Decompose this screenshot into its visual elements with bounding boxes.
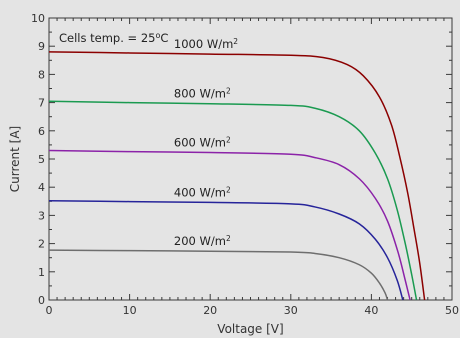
y-tick-label: 1 — [38, 266, 45, 279]
curve-label-2: 800 W/m2 — [174, 86, 231, 101]
x-axis-title: Voltage [V] — [217, 322, 283, 336]
plot-area — [48, 17, 453, 301]
y-tick-label: 2 — [38, 238, 45, 251]
x-tick-label: 20 — [203, 304, 217, 317]
x-tick-label: 0 — [46, 304, 53, 317]
cells-temp-annotation: Cells temp. = 25oC — [59, 31, 168, 46]
curve-label-4: 400 W/m2 — [174, 185, 231, 200]
x-tick-label: 40 — [364, 304, 378, 317]
curve-line-2 — [48, 100, 418, 301]
y-tick-label: 9 — [38, 40, 45, 53]
y-tick-label: 3 — [38, 209, 45, 222]
curve-labels: 1000 W/m2 800 W/m2 600 W/m2 400 W/m2 200 W/m… — [174, 37, 238, 249]
y-tick-label: 8 — [38, 68, 45, 81]
y-tick-label: 6 — [38, 125, 45, 138]
curve-label-3: 600 W/m2 — [174, 135, 231, 150]
curve-line-3 — [48, 149, 411, 301]
axis-ticks — [48, 17, 453, 301]
curve-label-5: 200 W/m2 — [174, 234, 231, 249]
curve-label-1: 1000 W/m2 — [174, 37, 238, 52]
y-axis-title: Current [A] — [8, 126, 22, 192]
y-tick-label: 7 — [38, 97, 45, 110]
curve-line-4 — [48, 199, 404, 301]
x-tick-label: 30 — [284, 304, 298, 317]
y-tick-label: 4 — [38, 181, 45, 194]
curve-line-5 — [48, 249, 389, 301]
curve-line-1 — [48, 51, 426, 301]
y-tick-label: 10 — [31, 12, 45, 25]
tick-labels: 0 10 20 30 40 50 0 1 2 3 4 5 6 7 8 9 10 — [31, 12, 459, 317]
x-tick-label: 10 — [123, 304, 137, 317]
curves — [48, 51, 426, 301]
y-tick-label: 0 — [38, 294, 45, 307]
x-tick-label: 50 — [445, 304, 459, 317]
y-tick-label: 5 — [38, 153, 45, 166]
